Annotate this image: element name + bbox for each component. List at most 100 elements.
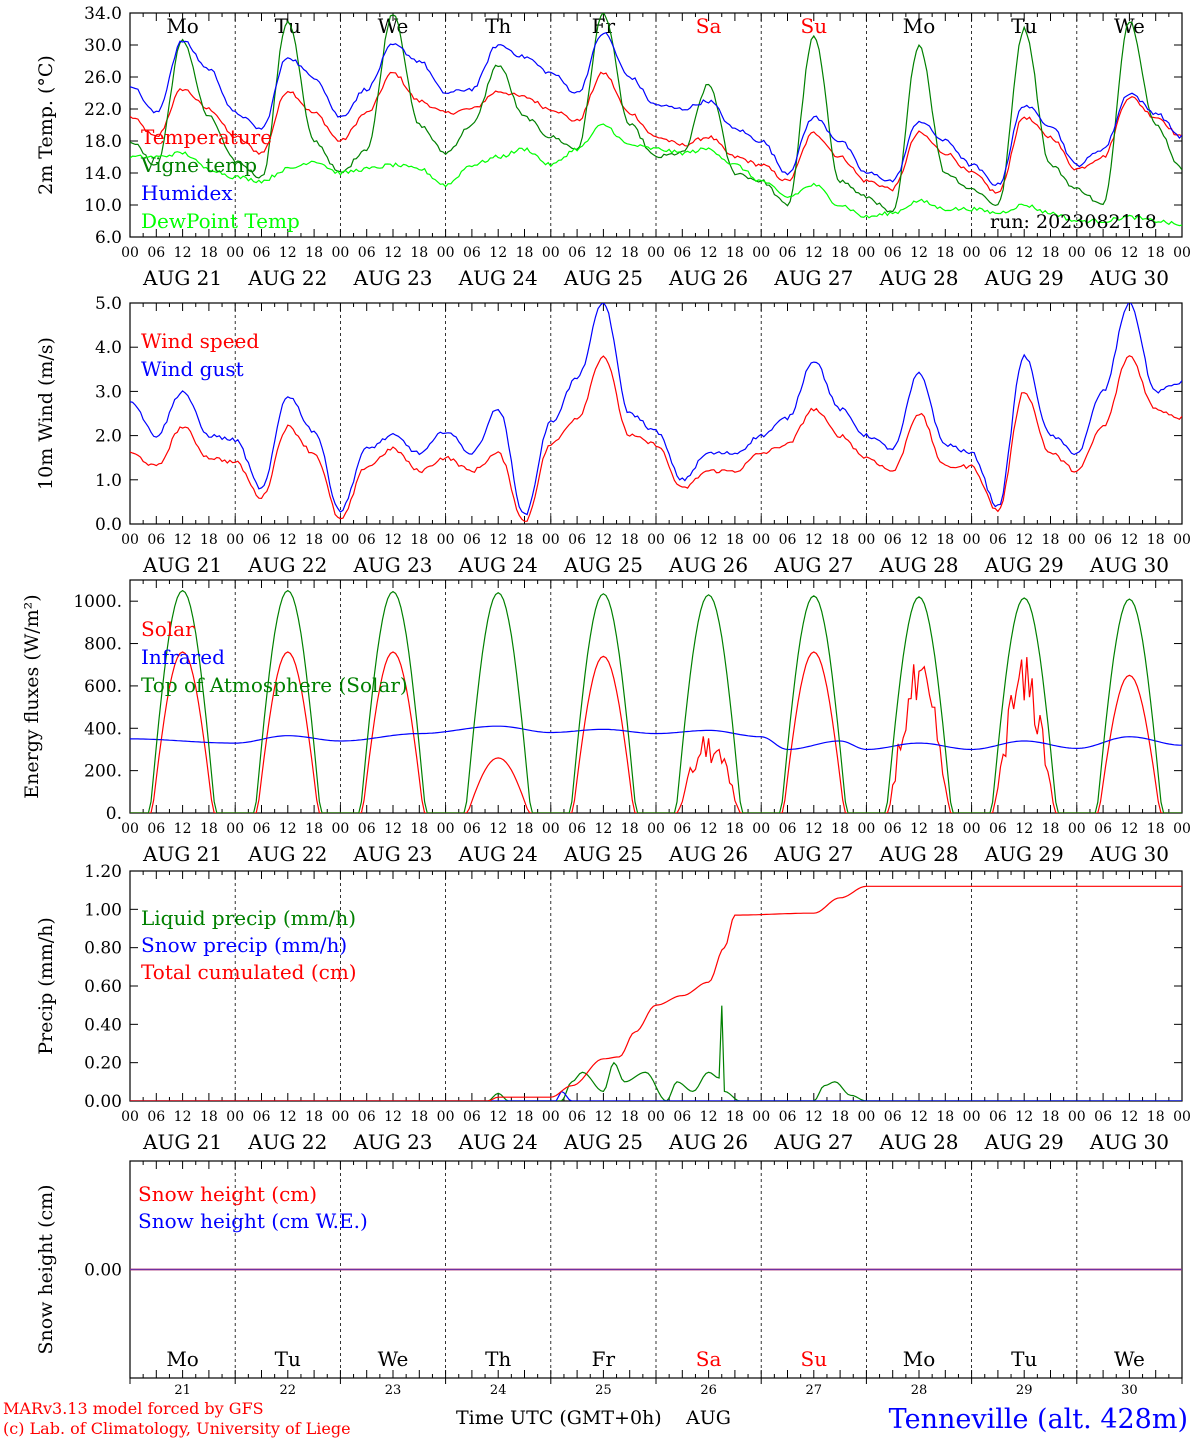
hour-tick-label: 06 [1094, 1109, 1112, 1125]
date-label: AUG 24 [458, 842, 538, 866]
hour-tick-label: 12 [384, 821, 402, 837]
hour-tick-label: 06 [358, 532, 376, 548]
plot-frame [129, 12, 1183, 238]
date-label: AUG 22 [247, 842, 327, 866]
hour-tick-label: 06 [463, 245, 481, 261]
y-tick-label: 1.0 [95, 471, 122, 491]
date-label: AUG 30 [1089, 1130, 1169, 1154]
hour-tick-label: 18 [305, 532, 323, 548]
date-label: AUG 28 [878, 553, 958, 577]
energy-flux-panel: 0. 200. 400. 600. 800. 1000. Energy fluxes (W/… [21, 579, 1191, 866]
hour-tick-label: 00 [226, 245, 244, 261]
date-label: AUG 25 [563, 842, 643, 866]
hour-tick-label: 06 [989, 821, 1007, 837]
hour-tick-label: 12 [1120, 1109, 1138, 1125]
hour-tick-label: 00 [647, 1109, 665, 1125]
hour-tick-label: 12 [910, 821, 928, 837]
date-label: AUG 23 [352, 1130, 432, 1154]
day-number-label: 26 [700, 1383, 717, 1398]
hour-tick-label: 18 [1147, 821, 1165, 837]
hour-tick-label: 18 [516, 532, 534, 548]
weekday-label: Sa [696, 14, 722, 38]
hour-tick-label: 06 [358, 821, 376, 837]
credit-line-2: (c) Lab. of Climatology, University of L… [3, 1419, 351, 1438]
series-group [130, 589, 1182, 813]
hour-tick-label: 18 [1042, 532, 1060, 548]
hour-tick-label: 18 [936, 532, 954, 548]
y-tick-label: 30.0 [84, 36, 122, 56]
y-tick-label: 3.0 [95, 382, 122, 402]
hour-tick-label: 06 [463, 821, 481, 837]
hour-tick-label: 12 [279, 532, 297, 548]
series-line [130, 589, 1182, 813]
y-tick-label: 1000. [73, 592, 122, 612]
hour-tick-label: 12 [489, 821, 507, 837]
date-label: AUG 22 [247, 553, 327, 577]
hour-tick-label: 00 [752, 532, 770, 548]
hour-tick-label: 18 [200, 245, 218, 261]
hour-tick-label: 00 [1173, 1109, 1191, 1125]
hour-tick-label: 00 [1068, 821, 1086, 837]
y-axis-label: 10m Wind (m/s) [35, 337, 57, 490]
hour-tick-label: 18 [936, 245, 954, 261]
run-label: run: 2023082118 [990, 211, 1157, 233]
day-number-label: 27 [806, 1383, 823, 1398]
hour-tick-label: 12 [1120, 245, 1138, 261]
hour-tick-label: 12 [174, 245, 192, 261]
hour-tick-label: 06 [463, 1109, 481, 1125]
hour-tick-label: 00 [1173, 532, 1191, 548]
day-number-label: 23 [385, 1383, 402, 1398]
series-group [130, 303, 1182, 522]
hour-tick-label: 12 [384, 1109, 402, 1125]
hour-tick-label: 06 [989, 532, 1007, 548]
y-tick-label: 0.00 [84, 1092, 122, 1112]
hour-tick-label: 06 [779, 532, 797, 548]
month-label: AUG [685, 1407, 731, 1429]
hour-tick-label: 00 [542, 532, 560, 548]
hour-tick-label: 00 [857, 245, 875, 261]
hour-tick-label: 18 [831, 821, 849, 837]
weekday-label: Mo [166, 14, 199, 38]
date-label: AUG 27 [773, 842, 853, 866]
series-line [130, 303, 1182, 516]
day-number-label: 21 [174, 1383, 191, 1398]
series-line [130, 725, 1182, 751]
weekday-label: Fr [592, 1347, 616, 1371]
hour-tick-label: 12 [1015, 821, 1033, 837]
hour-tick-label: 06 [884, 821, 902, 837]
hour-tick-label: 18 [831, 245, 849, 261]
hour-tick-label: 12 [1015, 532, 1033, 548]
hour-tick-label: 12 [279, 245, 297, 261]
hour-tick-label: 00 [963, 245, 981, 261]
series-line [130, 13, 1182, 213]
hour-tick-label: 18 [516, 821, 534, 837]
hour-tick-label: 12 [910, 245, 928, 261]
hour-tick-label: 18 [305, 245, 323, 261]
time-axis-label: Time UTC (GMT+0h) [456, 1407, 662, 1429]
hour-tick-label: 00 [121, 1109, 139, 1125]
date-label: AUG 29 [984, 842, 1064, 866]
legend-entry: DewPoint Temp [141, 209, 300, 233]
date-label: AUG 22 [247, 1130, 327, 1154]
day-number-label: 22 [280, 1383, 297, 1398]
date-label: AUG 26 [668, 1130, 748, 1154]
hour-tick-label: 18 [621, 245, 639, 261]
hour-tick-label: 12 [700, 1109, 718, 1125]
hour-tick-label: 06 [989, 1109, 1007, 1125]
y-tick-label: 34.0 [84, 4, 122, 24]
weekday-label: We [378, 1347, 409, 1371]
hour-tick-label: 06 [884, 245, 902, 261]
hour-tick-label: 12 [594, 1109, 612, 1125]
legend-entry: Snow height (cm) [138, 1182, 317, 1206]
legend-entry: Humidex [141, 181, 233, 205]
hour-tick-label: 18 [936, 821, 954, 837]
hour-tick-label: 12 [174, 1109, 192, 1125]
legend-entry: Snow precip (mm/h) [141, 933, 347, 957]
weekday-label: Th [485, 1347, 511, 1371]
hour-tick-label: 06 [568, 821, 586, 837]
date-label: AUG 21 [142, 553, 222, 577]
hour-tick-label: 12 [910, 532, 928, 548]
hour-tick-label: 06 [1094, 532, 1112, 548]
legend-entry: Snow height (cm W.E.) [138, 1209, 368, 1233]
